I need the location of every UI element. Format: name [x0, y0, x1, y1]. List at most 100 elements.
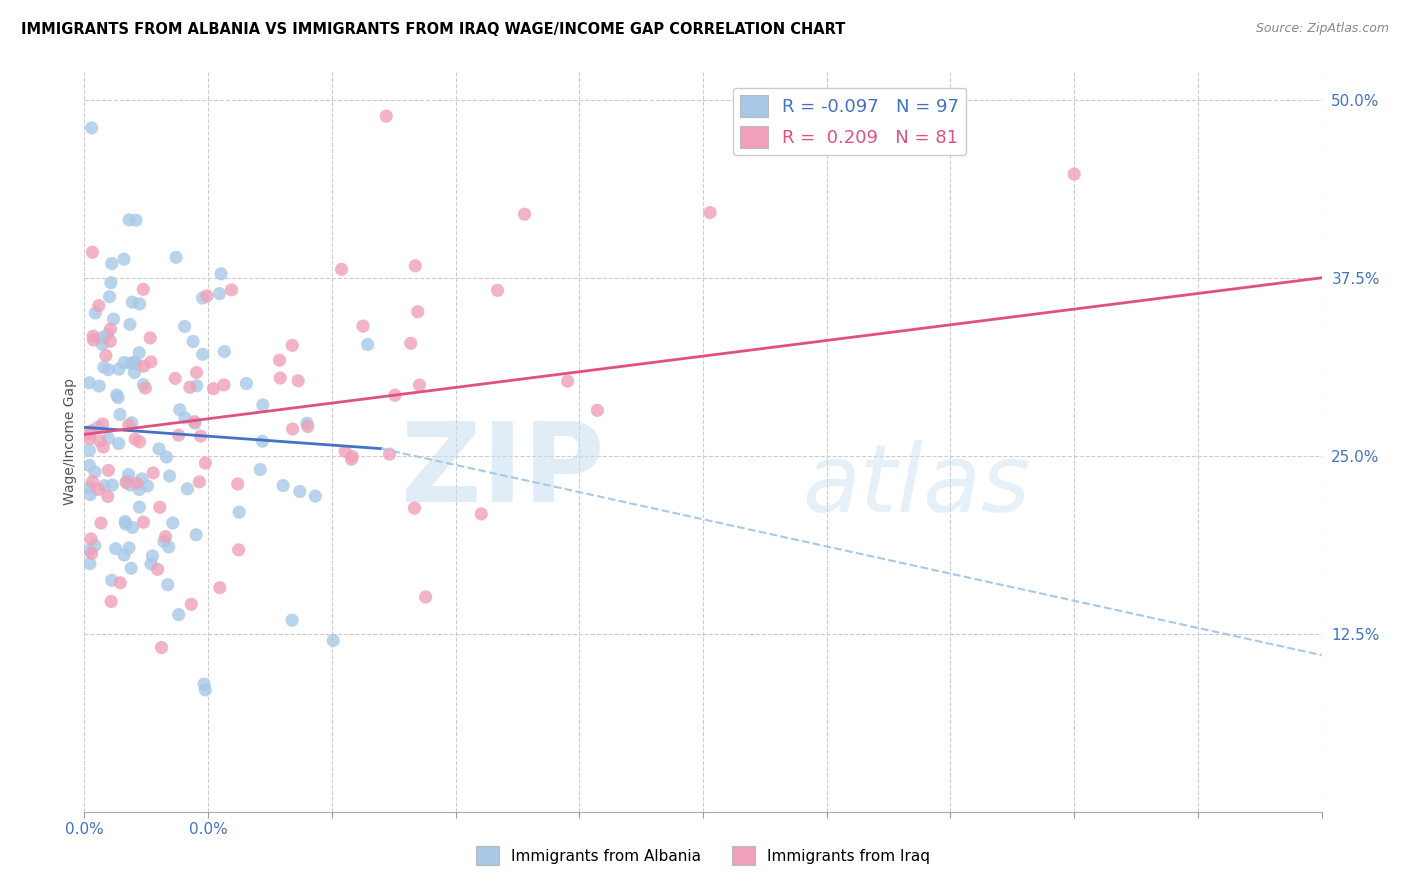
Point: [356, 337, 378, 351]
Point: [384, 388, 406, 402]
Point: [188, 475, 211, 489]
Point: [97, 362, 120, 376]
Point: [191, 347, 214, 361]
Text: IMMIGRANTS FROM ALBANIA VS IMMIGRANTS FROM IRAQ WAGE/INCOME GAP CORRELATION CHAR: IMMIGRANTS FROM ALBANIA VS IMMIGRANTS FR…: [21, 22, 845, 37]
Point: [107, 436, 129, 450]
Point: [87, 420, 110, 434]
Point: [93, 360, 115, 375]
Point: [112, 355, 135, 369]
Point: [80, 546, 103, 560]
Point: [128, 297, 150, 311]
Point: [249, 462, 271, 476]
Point: [190, 429, 212, 443]
Point: [167, 607, 190, 622]
Point: [142, 466, 165, 480]
Point: [115, 474, 138, 488]
Point: [82, 475, 104, 489]
Point: [404, 259, 426, 273]
Point: [82, 329, 104, 343]
Point: [406, 305, 429, 319]
Point: [156, 577, 179, 591]
Point: [149, 500, 172, 515]
Point: [84, 465, 107, 479]
Point: [103, 312, 125, 326]
Point: [169, 402, 191, 417]
Point: [121, 520, 143, 534]
Point: [97, 490, 120, 504]
Point: [322, 633, 344, 648]
Point: [122, 355, 145, 369]
Point: [415, 590, 437, 604]
Point: [173, 319, 195, 334]
Point: [98, 334, 121, 348]
Point: [100, 594, 122, 608]
Point: [100, 322, 122, 336]
Point: [114, 517, 136, 532]
Point: [139, 355, 162, 369]
Point: [141, 549, 163, 563]
Point: [80, 120, 103, 135]
Point: [97, 431, 120, 445]
Point: [269, 371, 291, 385]
Point: [117, 467, 139, 482]
Text: atlas: atlas: [801, 441, 1031, 532]
Point: [297, 419, 319, 434]
Point: [132, 359, 155, 373]
Point: [79, 376, 101, 390]
Point: [87, 483, 110, 497]
Point: [79, 426, 101, 441]
Point: [146, 562, 169, 576]
Point: [108, 362, 131, 376]
Point: [80, 424, 103, 438]
Point: [153, 534, 176, 549]
Point: [179, 380, 201, 394]
Point: [157, 540, 180, 554]
Point: [212, 378, 235, 392]
Point: [128, 483, 150, 497]
Point: [186, 528, 208, 542]
Point: [174, 410, 197, 425]
Point: [87, 299, 110, 313]
Point: [101, 574, 124, 588]
Point: [79, 487, 101, 501]
Point: [155, 450, 177, 464]
Point: [148, 442, 170, 456]
Point: [105, 388, 128, 402]
Point: [342, 450, 364, 464]
Point: [83, 539, 105, 553]
Point: [557, 374, 579, 388]
Point: [180, 597, 202, 611]
Point: [90, 330, 112, 344]
Point: [586, 403, 609, 417]
Point: [378, 447, 401, 461]
Point: [125, 213, 148, 227]
Point: [214, 344, 236, 359]
Point: [94, 349, 117, 363]
Point: [288, 484, 311, 499]
Point: [121, 416, 143, 430]
Point: [132, 282, 155, 296]
Point: [330, 262, 353, 277]
Point: [110, 575, 132, 590]
Point: [399, 336, 422, 351]
Point: [252, 434, 274, 449]
Point: [89, 379, 111, 393]
Point: [184, 416, 207, 430]
Point: [228, 542, 250, 557]
Point: [408, 378, 430, 392]
Point: [333, 444, 356, 458]
Point: [139, 331, 162, 345]
Point: [136, 479, 159, 493]
Point: [128, 345, 150, 359]
Point: [114, 515, 136, 529]
Point: [183, 415, 205, 429]
Point: [128, 434, 150, 449]
Point: [79, 443, 101, 458]
Point: [118, 541, 141, 555]
Point: [281, 422, 304, 436]
Point: [131, 472, 153, 486]
Point: [1063, 167, 1085, 181]
Point: [252, 398, 274, 412]
Point: [228, 505, 250, 519]
Point: [124, 432, 146, 446]
